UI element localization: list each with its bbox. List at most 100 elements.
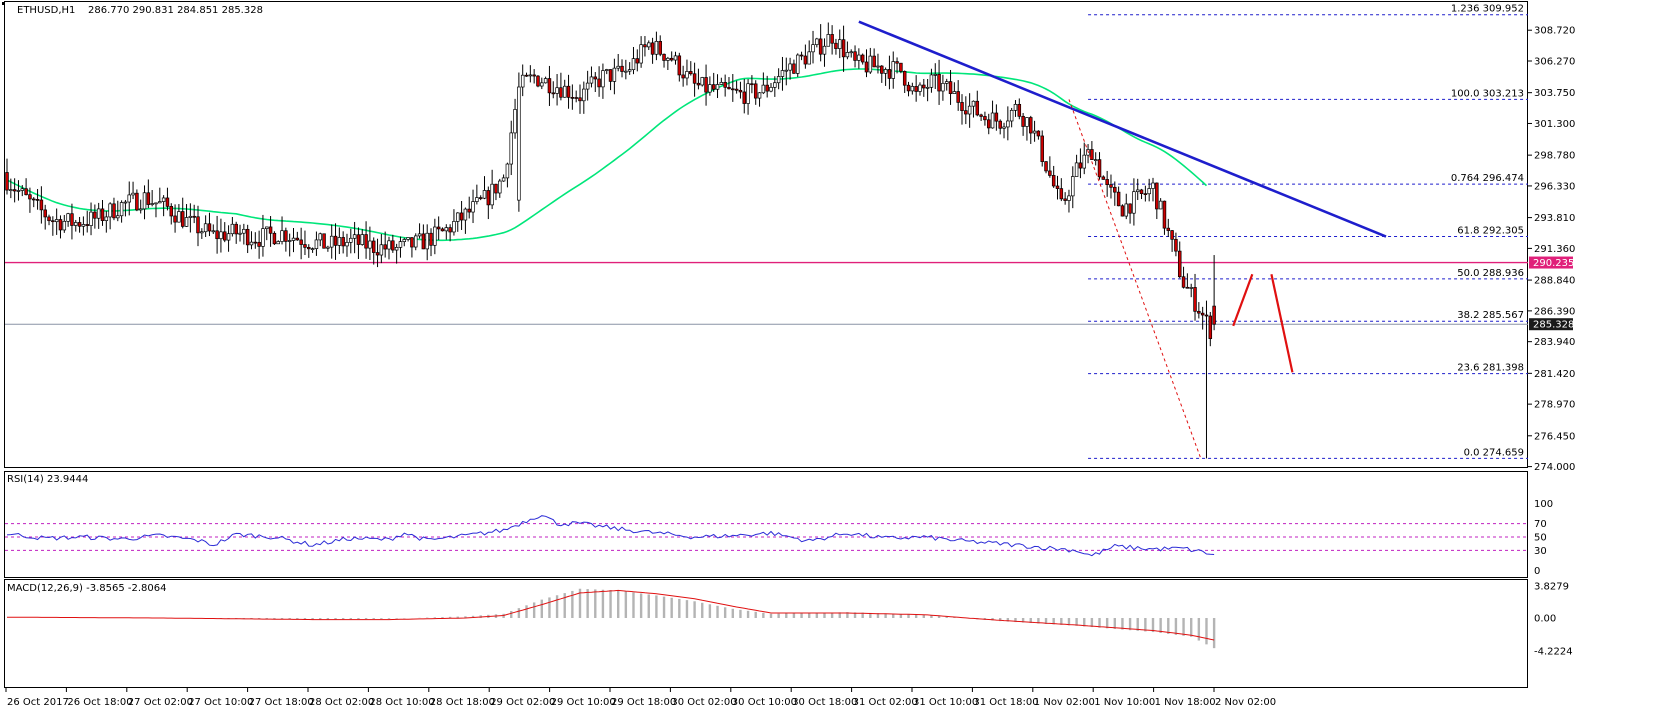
candle-body (616, 65, 620, 69)
candle-body (891, 61, 895, 79)
rsi-pane[interactable] (4, 471, 1528, 578)
rsi-axis-label: 0 (1534, 566, 1540, 577)
price-tick-label: 308.720 (1534, 26, 1575, 37)
candle-body (1021, 115, 1025, 127)
candle-body (249, 241, 254, 246)
candle-body (826, 34, 831, 47)
time-tick-label: 28 Oct 10:00 (369, 697, 434, 708)
candle-body (643, 44, 647, 48)
candle-body (234, 223, 238, 235)
candle-body (93, 211, 97, 219)
candle-body (1017, 103, 1022, 117)
candle-body (513, 109, 517, 134)
candle-body (1059, 188, 1064, 200)
candle-body (887, 69, 892, 79)
candle-body (711, 84, 716, 90)
candle-body (543, 78, 548, 84)
candle-body (287, 240, 292, 242)
candle-body (425, 232, 429, 250)
candle-body (387, 240, 391, 250)
candle-body (994, 112, 999, 122)
candle-body (620, 65, 624, 72)
candle-body (838, 39, 842, 49)
candle-body (562, 85, 567, 98)
forecast-up-stroke (1232, 273, 1254, 327)
price-tick-label: 298.780 (1534, 151, 1575, 162)
candle-body (173, 215, 177, 223)
candle-body (131, 192, 135, 196)
candle-body (1090, 149, 1094, 160)
price-tag-label: 285.328 (1533, 320, 1574, 331)
candle-body (922, 84, 926, 89)
candle-body (757, 92, 762, 99)
candle-body (746, 83, 750, 104)
candle-body (96, 208, 101, 219)
candle-body (822, 45, 827, 55)
candle-body (689, 71, 693, 75)
candle-body (375, 252, 380, 256)
candle-body (329, 235, 334, 248)
candle-body (74, 222, 78, 226)
fib-level-label: 0.764 296.474 (1451, 173, 1524, 184)
candle-body (998, 120, 1002, 129)
candle-body (1009, 109, 1014, 122)
candle-body (860, 54, 865, 63)
candle-body (337, 237, 342, 246)
candle-body (478, 197, 483, 199)
candle-body (681, 74, 685, 79)
main-price-pane[interactable] (4, 1, 1528, 468)
candle-body (463, 208, 468, 221)
candle-body (112, 203, 116, 219)
candle-body (192, 215, 196, 218)
candle-body (734, 88, 739, 91)
macd-pane[interactable] (4, 579, 1528, 688)
candle-body (245, 228, 250, 246)
candle-body (830, 34, 834, 44)
candle-body (624, 70, 628, 73)
candle-body (486, 190, 491, 206)
candle-body (536, 75, 540, 87)
candle-body (1067, 195, 1071, 201)
candle-body (150, 203, 154, 205)
candle-body (394, 247, 399, 251)
candle-body (226, 233, 231, 241)
candle-body (230, 223, 235, 235)
candle-body (547, 78, 552, 94)
candle-body (299, 239, 303, 245)
macd-axis-label: 3.8279 (1534, 582, 1569, 593)
candle-body (731, 88, 735, 91)
candle-body (24, 188, 28, 196)
candle-body (704, 77, 708, 93)
time-tick-label: 29 Oct 10:00 (551, 697, 616, 708)
time-tick-label: 1 Nov 18:00 (1155, 697, 1216, 708)
fib-level-label: 1.236 309.952 (1451, 4, 1524, 15)
timeframe-selector-marker[interactable] (2, 2, 5, 5)
candle-body (918, 84, 922, 92)
time-tick-label: 29 Oct 18:00 (611, 697, 676, 708)
candle-body (383, 244, 387, 250)
candle-body (406, 237, 410, 240)
descending-trendline[interactable] (858, 20, 1387, 238)
candle-body (1170, 230, 1174, 240)
candle-body (578, 97, 582, 102)
candle-body (986, 119, 991, 129)
candle-body (322, 233, 326, 249)
candle-body (284, 230, 288, 242)
candle-body (769, 86, 773, 92)
candle-body (899, 62, 903, 72)
candle-body (1105, 179, 1109, 185)
forecast-down-stroke (1270, 274, 1294, 373)
price-axis: 308.720 306.270 303.750 301.300 298.780 296.3… (1528, 26, 1575, 473)
candle-body (906, 84, 911, 92)
candle-body (490, 183, 494, 206)
candle-body (635, 58, 640, 64)
candle-body (222, 231, 227, 241)
candle-body (1197, 310, 1201, 314)
candle-body (528, 74, 533, 77)
candle-body (685, 71, 689, 79)
candle-body (142, 192, 147, 210)
candle-body (352, 234, 357, 239)
candle-body (1109, 184, 1113, 188)
candle-body (368, 240, 372, 249)
candle-body (177, 211, 181, 223)
